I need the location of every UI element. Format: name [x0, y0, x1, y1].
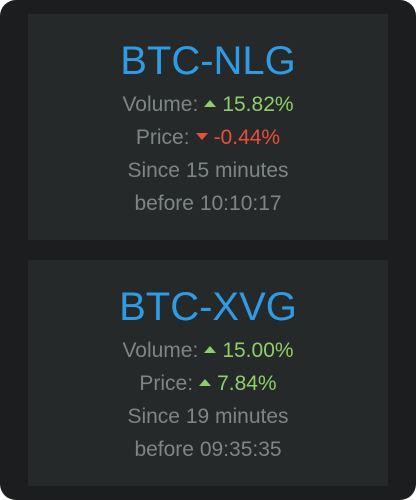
- price-row: Price: -0.44%: [28, 126, 388, 150]
- since-text: Since 15 minutes: [127, 159, 289, 182]
- price-value: -0.44%: [213, 126, 281, 149]
- caret-up-icon: [199, 378, 212, 386]
- caret-up-icon: [204, 345, 217, 353]
- volume-row: Volume: 15.00%: [28, 339, 388, 363]
- price-value: 7.84%: [217, 372, 277, 395]
- alert-card[interactable]: BTC-XVG Volume: 15.00% Price: 7.84% Since …: [28, 260, 388, 486]
- price-label: Price:: [135, 126, 190, 149]
- caret-down-icon: [195, 132, 208, 140]
- alert-card[interactable]: BTC-NLG Volume: 15.82% Price: -0.44% Since…: [28, 14, 388, 240]
- volume-row: Volume: 15.82%: [28, 93, 388, 117]
- pair-name: BTC-NLG: [120, 39, 296, 83]
- price-label: Price:: [139, 372, 194, 395]
- before-time: before 10:10:17: [134, 192, 282, 215]
- volume-value: 15.00%: [222, 339, 294, 362]
- volume-value: 15.82%: [222, 93, 294, 116]
- pair-name: BTC-XVG: [119, 285, 297, 329]
- since-text: Since 19 minutes: [127, 405, 289, 428]
- price-row: Price: 7.84%: [28, 372, 388, 396]
- volume-label: Volume:: [122, 93, 199, 116]
- volume-label: Volume:: [122, 339, 199, 362]
- caret-up-icon: [204, 99, 217, 107]
- before-time: before 09:35:35: [134, 438, 282, 461]
